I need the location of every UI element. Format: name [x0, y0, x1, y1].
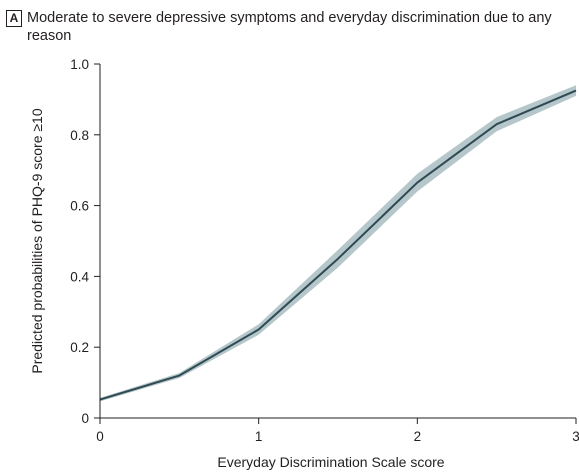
y-tick-label: 0.4 — [70, 269, 89, 284]
series-line — [99, 89, 577, 401]
y-tick-label: 0.6 — [70, 199, 89, 214]
y-tick-label: 1.0 — [70, 57, 89, 72]
y-tick-label: 0.8 — [70, 128, 89, 143]
x-tick-label: 1 — [255, 429, 263, 444]
axes-layer: 0 0.2 0.4 0.6 0.8 1.0 0 1 2 3 — [70, 57, 579, 444]
x-axis-label: Everyday Discrimination Scale score — [217, 454, 444, 470]
x-tick-label: 3 — [572, 429, 579, 444]
y-tick-label: 0 — [81, 411, 89, 426]
confidence-band-layer — [100, 85, 576, 402]
confidence-band — [100, 85, 576, 402]
series-line-layer — [99, 89, 577, 401]
x-tick-label: 0 — [96, 429, 104, 444]
y-axis-label: Predicted probabilities of PHQ-9 score ≥… — [29, 108, 45, 373]
x-tick-label: 2 — [414, 429, 422, 444]
chart-title: Moderate to severe depressive symptoms a… — [27, 10, 552, 44]
panel-letter: A — [6, 10, 22, 27]
y-tick-label: 0.2 — [70, 340, 89, 355]
